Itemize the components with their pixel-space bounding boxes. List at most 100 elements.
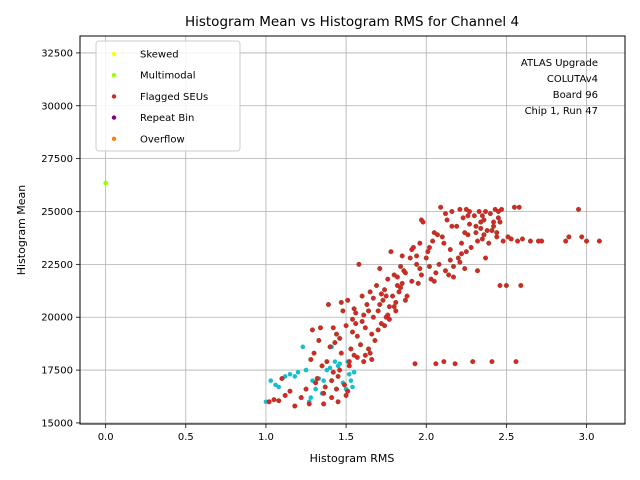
data-point <box>475 238 481 244</box>
data-point <box>478 219 484 225</box>
data-point <box>418 272 424 278</box>
data-point <box>462 230 468 236</box>
data-point <box>511 204 517 210</box>
data-point <box>359 318 365 324</box>
data-point <box>353 321 359 327</box>
data-point <box>268 378 274 383</box>
data-point <box>473 230 479 236</box>
y-tick-label: 25000 <box>41 207 73 218</box>
data-point <box>353 310 359 316</box>
data-point <box>467 221 473 227</box>
data-point <box>497 219 503 225</box>
data-point <box>348 346 354 352</box>
data-point <box>446 272 452 278</box>
legend-label: Repeat Bin <box>140 113 194 124</box>
data-point <box>341 382 347 388</box>
data-point <box>321 378 326 383</box>
data-point <box>433 270 439 276</box>
data-point <box>348 378 354 383</box>
data-point <box>317 325 323 331</box>
data-point <box>350 316 356 322</box>
data-point <box>322 384 328 390</box>
x-axis-ticks: 0.0 0.5 1.0 1.5 2.0 2.5 3.0 <box>98 424 595 443</box>
data-point <box>375 327 381 333</box>
data-point <box>329 378 335 384</box>
data-point <box>327 344 333 350</box>
data-point <box>370 314 376 320</box>
data-point <box>503 283 509 289</box>
data-point <box>494 230 500 236</box>
data-point <box>442 211 448 217</box>
x-tick-label: 2.5 <box>498 432 514 443</box>
data-point <box>516 204 522 210</box>
data-point <box>393 299 399 305</box>
data-point <box>282 392 288 398</box>
annotation-line: ATLAS Upgrade <box>521 58 598 69</box>
data-point <box>382 287 388 293</box>
data-point <box>358 342 364 348</box>
x-tick-label: 3.0 <box>579 432 595 443</box>
x-tick-label: 0.0 <box>98 432 114 443</box>
data-point <box>471 213 477 219</box>
data-point <box>327 365 333 371</box>
data-point <box>367 350 373 356</box>
data-point <box>426 244 432 250</box>
data-point <box>300 344 306 350</box>
data-point <box>364 302 370 308</box>
data-point <box>444 217 450 223</box>
data-point <box>515 238 521 244</box>
x-tick-label: 1.5 <box>338 432 354 443</box>
data-point <box>457 259 463 265</box>
data-point <box>407 255 413 261</box>
data-point <box>359 293 365 299</box>
data-point <box>415 280 421 286</box>
data-point <box>457 206 463 212</box>
data-point <box>596 238 602 244</box>
data-point <box>292 403 298 409</box>
data-point <box>479 236 485 242</box>
data-point <box>409 278 415 284</box>
data-point <box>489 228 495 234</box>
legend-marker <box>111 73 117 78</box>
data-point <box>380 297 386 303</box>
data-point <box>483 208 489 214</box>
data-point <box>386 304 392 310</box>
data-point <box>491 219 497 225</box>
data-point <box>394 274 400 280</box>
data-point <box>321 401 327 407</box>
data-point <box>566 234 572 240</box>
data-point <box>579 234 585 240</box>
data-point <box>321 390 327 396</box>
data-point <box>314 376 320 382</box>
data-point <box>306 401 312 407</box>
data-point <box>340 308 346 314</box>
data-point <box>489 359 495 365</box>
data-point <box>436 261 442 267</box>
data-point <box>454 223 460 229</box>
data-point <box>346 363 352 369</box>
data-point <box>335 373 341 379</box>
data-point <box>374 283 380 289</box>
data-point <box>308 395 314 400</box>
data-point <box>441 240 447 246</box>
legend-marker <box>111 94 117 99</box>
data-point <box>351 306 357 312</box>
data-point <box>439 234 445 240</box>
data-point <box>479 213 485 219</box>
data-point <box>385 312 391 318</box>
data-point <box>345 297 351 303</box>
data-point <box>333 386 339 392</box>
data-point <box>430 238 436 244</box>
data-point <box>539 238 545 244</box>
data-point <box>459 240 465 246</box>
legend-marker <box>111 115 117 120</box>
data-point <box>362 325 368 331</box>
data-point <box>351 369 357 375</box>
data-point <box>276 398 282 404</box>
data-point <box>316 337 322 343</box>
data-point <box>375 308 381 314</box>
data-point <box>518 283 524 289</box>
legend-label: Multimodal <box>140 71 196 82</box>
data-point <box>449 208 455 214</box>
